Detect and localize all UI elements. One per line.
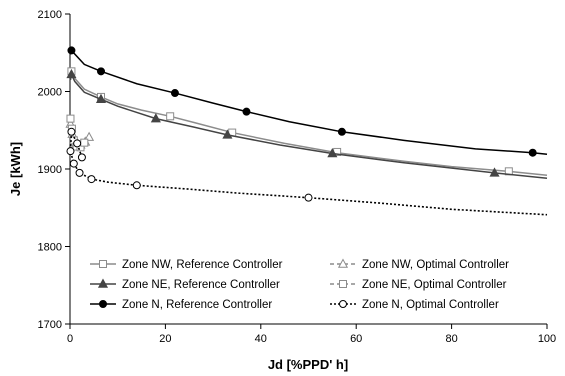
legend-item: Zone NE, Optimal Controller — [330, 279, 507, 291]
triangle-marker — [222, 129, 233, 139]
x-tick-label: 20 — [159, 333, 171, 345]
circle-marker — [242, 107, 251, 116]
circle-marker — [69, 159, 78, 168]
triangle-marker — [337, 258, 349, 268]
legend-label: Zone NE, Optimal Controller — [362, 279, 507, 291]
y-tick-label: 1900 — [38, 164, 62, 176]
circle-marker — [66, 147, 75, 156]
y-tick-label: 1800 — [38, 242, 62, 254]
legend-label: Zone N, Reference Controller — [122, 299, 272, 311]
circle-marker — [132, 181, 141, 190]
x-tick-label: 40 — [255, 333, 267, 345]
triangle-marker — [84, 131, 95, 141]
triangle-marker — [66, 68, 77, 79]
legend-label: Zone NW, Reference Controller — [122, 259, 283, 271]
triangle-marker — [95, 93, 107, 103]
circle-marker — [67, 127, 76, 136]
x-tick-label: 80 — [445, 333, 457, 345]
triangle-marker — [97, 278, 109, 288]
circle-marker — [97, 67, 106, 76]
circle-marker — [73, 139, 82, 148]
series-line — [69, 128, 548, 216]
circle-marker — [528, 148, 537, 157]
circle-marker — [77, 153, 86, 162]
y-tick-label: 2000 — [38, 87, 62, 99]
series-line — [69, 72, 548, 180]
series-line — [69, 69, 548, 176]
circle-marker — [170, 89, 179, 98]
circle-marker — [67, 46, 76, 55]
series-line — [69, 48, 548, 156]
circle-marker — [75, 168, 84, 177]
legend-label: Zone NW, Optimal Controller — [362, 259, 509, 271]
square-marker — [99, 260, 107, 268]
x-tick-label: 60 — [350, 333, 362, 345]
square-marker — [80, 138, 89, 147]
x-tick-label: 100 — [538, 333, 556, 345]
x-tick-label: 0 — [67, 333, 73, 345]
circle-marker — [337, 127, 346, 136]
legend-item: Zone NE, Reference Controller — [90, 278, 280, 291]
triangle-marker — [489, 167, 500, 177]
square-marker — [166, 112, 175, 121]
circle-marker — [87, 175, 96, 184]
x-axis-title: Jd [%PPD' h] — [268, 357, 348, 372]
series-group — [66, 127, 548, 216]
axes: 1700 1800 1900 2000 2100 0 20 40 60 80 100 — [38, 9, 557, 345]
legend-item: Zone N, Reference Controller — [90, 299, 272, 311]
square-marker — [66, 114, 75, 123]
legend-label: Zone N, Optimal Controller — [362, 299, 499, 311]
y-tick-label: 1700 — [38, 319, 62, 331]
circle-marker — [339, 300, 347, 308]
y-tick-label: 2100 — [38, 9, 62, 21]
legend-item: Zone NW, Reference Controller — [90, 259, 283, 271]
y-axis-title: Je [kWh] — [8, 142, 23, 196]
legend-label: Zone NE, Reference Controller — [122, 279, 280, 291]
circle-marker — [99, 300, 107, 308]
series-group — [67, 46, 548, 157]
square-marker — [339, 280, 347, 288]
legend-item: Zone NW, Optimal Controller — [330, 258, 509, 271]
legend: Zone NW, Reference Controller Zone NE, Re… — [90, 258, 509, 311]
legend-item: Zone N, Optimal Controller — [330, 299, 499, 311]
triangle-marker — [327, 147, 338, 158]
triangle-marker — [150, 113, 161, 123]
series-layer — [65, 46, 548, 216]
series-group — [66, 68, 548, 180]
circle-marker — [304, 193, 313, 202]
